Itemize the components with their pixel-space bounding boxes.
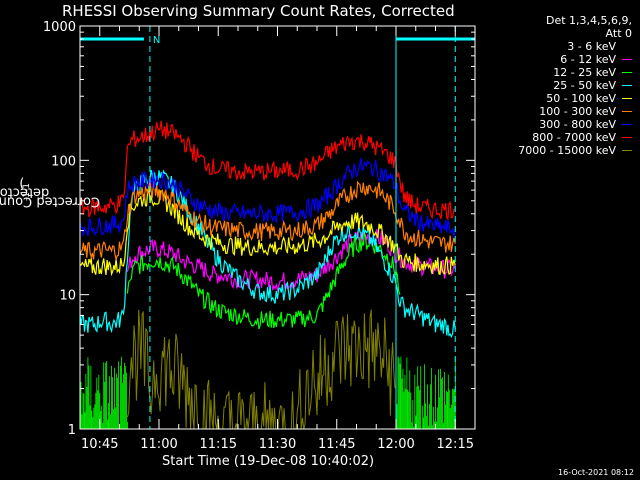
legend-swatch (622, 85, 632, 86)
legend-entry: 12 - 25 keV (472, 66, 632, 79)
legend-entry: 3 - 6 keV (472, 40, 632, 53)
series-line-100-300-kev (79, 180, 456, 262)
series-line-50-100-kev (79, 186, 456, 277)
legend-entry: 25 - 50 keV (472, 79, 632, 92)
x-tick-label: 11:00 (140, 437, 177, 452)
legend-swatch (622, 150, 632, 151)
legend-swatch (622, 59, 632, 60)
night-marker-label: N (153, 35, 160, 46)
series-line-300-800-kev (79, 158, 456, 237)
y-tick-label: 1 (68, 423, 76, 438)
floor-noise-1 (395, 356, 456, 429)
legend-swatch (622, 72, 632, 73)
legend-entry-label: 50 - 100 keV (546, 92, 616, 105)
legend-entry-label: 3 - 6 keV (567, 40, 616, 53)
x-tick-label: 11:15 (200, 437, 237, 452)
x-tick-label: 10:45 (81, 437, 118, 452)
floor-noise-0 (79, 356, 128, 429)
legend-swatch (622, 98, 632, 99)
legend-swatch (622, 124, 632, 125)
series-line-800-7000-kev (79, 120, 456, 220)
y-tick-label: 1000 (43, 20, 76, 35)
x-tick-label: 12:15 (437, 437, 474, 452)
legend-entry-label: 300 - 800 keV (539, 118, 616, 131)
y-tick-label: 100 (51, 154, 76, 169)
x-axis-label: Start Time (19-Dec-08 10:40:02) (162, 454, 375, 469)
x-tick-label: 11:45 (318, 437, 355, 452)
series-line-3-6-kev (126, 246, 401, 358)
legend-entry-label: 12 - 25 keV (553, 66, 616, 79)
series-line-12-25-kev (126, 232, 401, 330)
series-line-6-12-kev (126, 228, 456, 293)
legend-entry: 7000 - 15000 keV (472, 144, 632, 157)
plot-frame (79, 25, 476, 430)
legend-entry-label: 6 - 12 keV (560, 53, 616, 66)
legend: Det 1,3,4,5,6,9, Att 0 3 - 6 keV 6 - 12 k… (472, 14, 632, 157)
legend-header-detectors: Det 1,3,4,5,6,9, (545, 14, 632, 27)
legend-entry: 800 - 7000 keV (472, 131, 632, 144)
chart-title: RHESSI Observing Summary Count Rates, Co… (62, 2, 455, 20)
legend-entry-label: 800 - 7000 keV (532, 131, 616, 144)
x-tick-label: 12:00 (377, 437, 414, 452)
y-tick-label: 10 (59, 289, 76, 304)
legend-header-attenuator: Att 0 (605, 27, 632, 40)
legend-entry: 50 - 100 keV (472, 92, 632, 105)
legend-entry: 300 - 800 keV (472, 118, 632, 131)
legend-entry-label: 7000 - 15000 keV (518, 144, 616, 157)
legend-swatch (622, 111, 632, 112)
legend-entry-label: 25 - 50 keV (553, 79, 616, 92)
legend-rows: 3 - 6 keV 6 - 12 keV 12 - 25 keV 25 - 50 ke… (472, 40, 632, 157)
timestamp: 16-Oct-2021 08:12 (558, 468, 634, 477)
series-line-7000-15000-kev (126, 309, 397, 430)
legend-swatch (622, 46, 632, 47)
legend-entry: 100 - 300 keV (472, 105, 632, 118)
legend-swatch (622, 137, 632, 138)
legend-entry-label: 100 - 300 keV (539, 105, 616, 118)
legend-entry: 6 - 12 keV (472, 53, 632, 66)
x-tick-label: 11:30 (259, 437, 296, 452)
